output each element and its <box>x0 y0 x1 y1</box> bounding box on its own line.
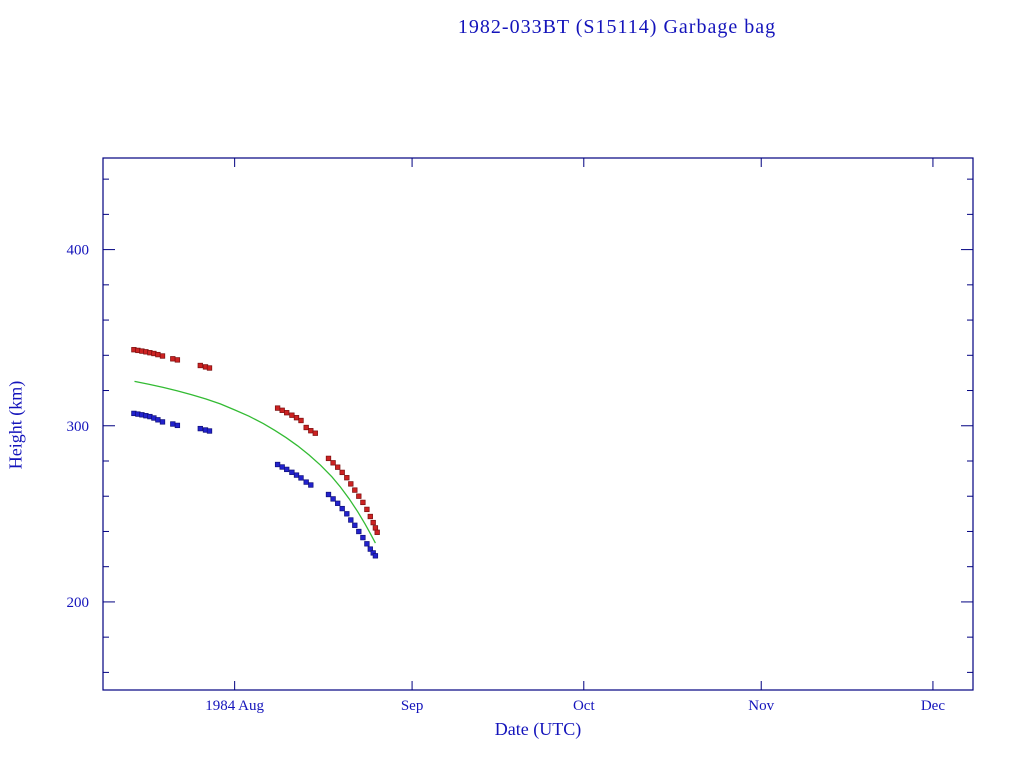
x-axis-label: Date (UTC) <box>494 719 582 739</box>
apogee-height-point <box>352 487 358 493</box>
apogee-height-point <box>356 493 362 499</box>
apogee-height-point <box>360 499 366 506</box>
perigee-height-point <box>174 422 181 429</box>
apogee-height-point <box>279 407 285 413</box>
perigee-height-point <box>372 553 379 559</box>
perigee-height-point <box>308 482 314 488</box>
perigee-height-point <box>364 541 370 547</box>
perigee-height-point <box>159 419 166 425</box>
apogee-height-point <box>370 519 376 526</box>
apogee-height-point <box>344 475 350 481</box>
perigee-height-point <box>274 461 281 468</box>
apogee-height-point <box>348 481 354 487</box>
apogee-height-point <box>159 353 166 359</box>
x-tick-label: Oct <box>573 698 595 714</box>
apogee-height-point <box>155 351 161 358</box>
perigee-height-point <box>197 425 203 432</box>
apogee-height-point <box>339 469 345 476</box>
perigee-height-point <box>335 500 341 506</box>
x-tick-label: Sep <box>401 698 424 714</box>
apogee-height-point <box>374 529 380 535</box>
perigee-height-point <box>206 428 213 434</box>
apogee-height-point <box>312 430 318 436</box>
apogee-height-point <box>335 464 341 470</box>
apogee-height-point <box>170 356 176 362</box>
apogee-height-point <box>197 362 203 369</box>
perigee-height-point <box>344 511 350 517</box>
y-tick-label: 400 <box>67 243 90 259</box>
chart-title: 1982-033BT (S15114) Garbage bag <box>457 16 777 38</box>
perigee-height-point <box>339 505 345 512</box>
perigee-height-point <box>170 421 176 427</box>
perigee-height-point <box>367 546 373 552</box>
apogee-height-point <box>325 455 332 462</box>
perigee-height-point <box>293 472 300 478</box>
perigee-height-point <box>356 528 362 535</box>
perigee-height-point <box>289 469 295 475</box>
apogee-height-point <box>303 424 309 431</box>
apogee-height-point <box>367 513 373 520</box>
x-tick-label: Dec <box>921 698 945 714</box>
perigee-height-point <box>279 464 285 470</box>
apogee-height-point <box>284 410 290 416</box>
x-tick-label: 1984 Aug <box>205 698 264 714</box>
perigee-height-point <box>298 475 304 481</box>
apogee-height-point <box>274 405 281 411</box>
y-tick-label: 200 <box>67 595 90 611</box>
plot-frame <box>102 157 974 691</box>
apogee-height-point <box>289 412 295 418</box>
apogee-height-point <box>308 428 314 434</box>
perigee-height-point <box>348 517 354 523</box>
apogee-height-point <box>174 357 181 363</box>
x-tick-label: Nov <box>748 698 774 714</box>
apogee-height-point <box>298 417 304 424</box>
perigee-height-point <box>284 466 290 473</box>
apogee-height-point <box>330 460 336 466</box>
perigee-height-point <box>325 491 332 498</box>
apogee-height-point <box>293 415 300 421</box>
perigee-height-point <box>155 417 161 423</box>
apogee-height-point <box>364 506 370 513</box>
apogee-height-point <box>372 525 379 531</box>
perigee-height-point <box>303 479 309 485</box>
mean-height-model-line <box>134 380 376 544</box>
apogee-height-point <box>206 365 213 371</box>
perigee-height-point <box>352 522 358 528</box>
perigee-height-point <box>330 496 336 502</box>
y-tick-label: 300 <box>67 419 90 435</box>
perigee-height-point <box>360 534 366 541</box>
